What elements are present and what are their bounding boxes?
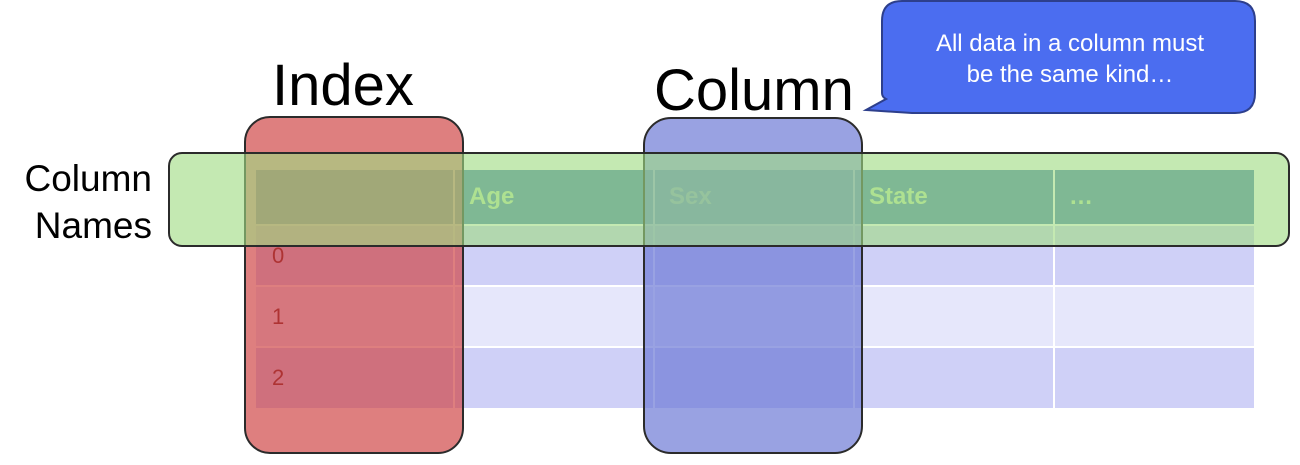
column-names-label: Column Names bbox=[6, 155, 153, 249]
index-label: Index bbox=[272, 53, 414, 118]
table-cell bbox=[1055, 287, 1254, 348]
table-cell bbox=[855, 348, 1055, 410]
column-label: Column bbox=[654, 58, 854, 123]
column-names-highlight bbox=[168, 152, 1290, 247]
table-cell bbox=[455, 287, 655, 348]
callout-line1: All data in a column must bbox=[935, 30, 1205, 57]
callout-text: All data in a column must be the same ki… bbox=[890, 28, 1250, 90]
table-cell bbox=[855, 287, 1055, 348]
callout-shape bbox=[862, 0, 1256, 114]
table-cell bbox=[1055, 348, 1254, 410]
callout-line2: be the same kind… bbox=[966, 61, 1174, 88]
table-cell bbox=[455, 348, 655, 410]
column-names-label-line2: Names bbox=[34, 205, 152, 246]
column-names-label-line1: Column bbox=[24, 158, 153, 199]
